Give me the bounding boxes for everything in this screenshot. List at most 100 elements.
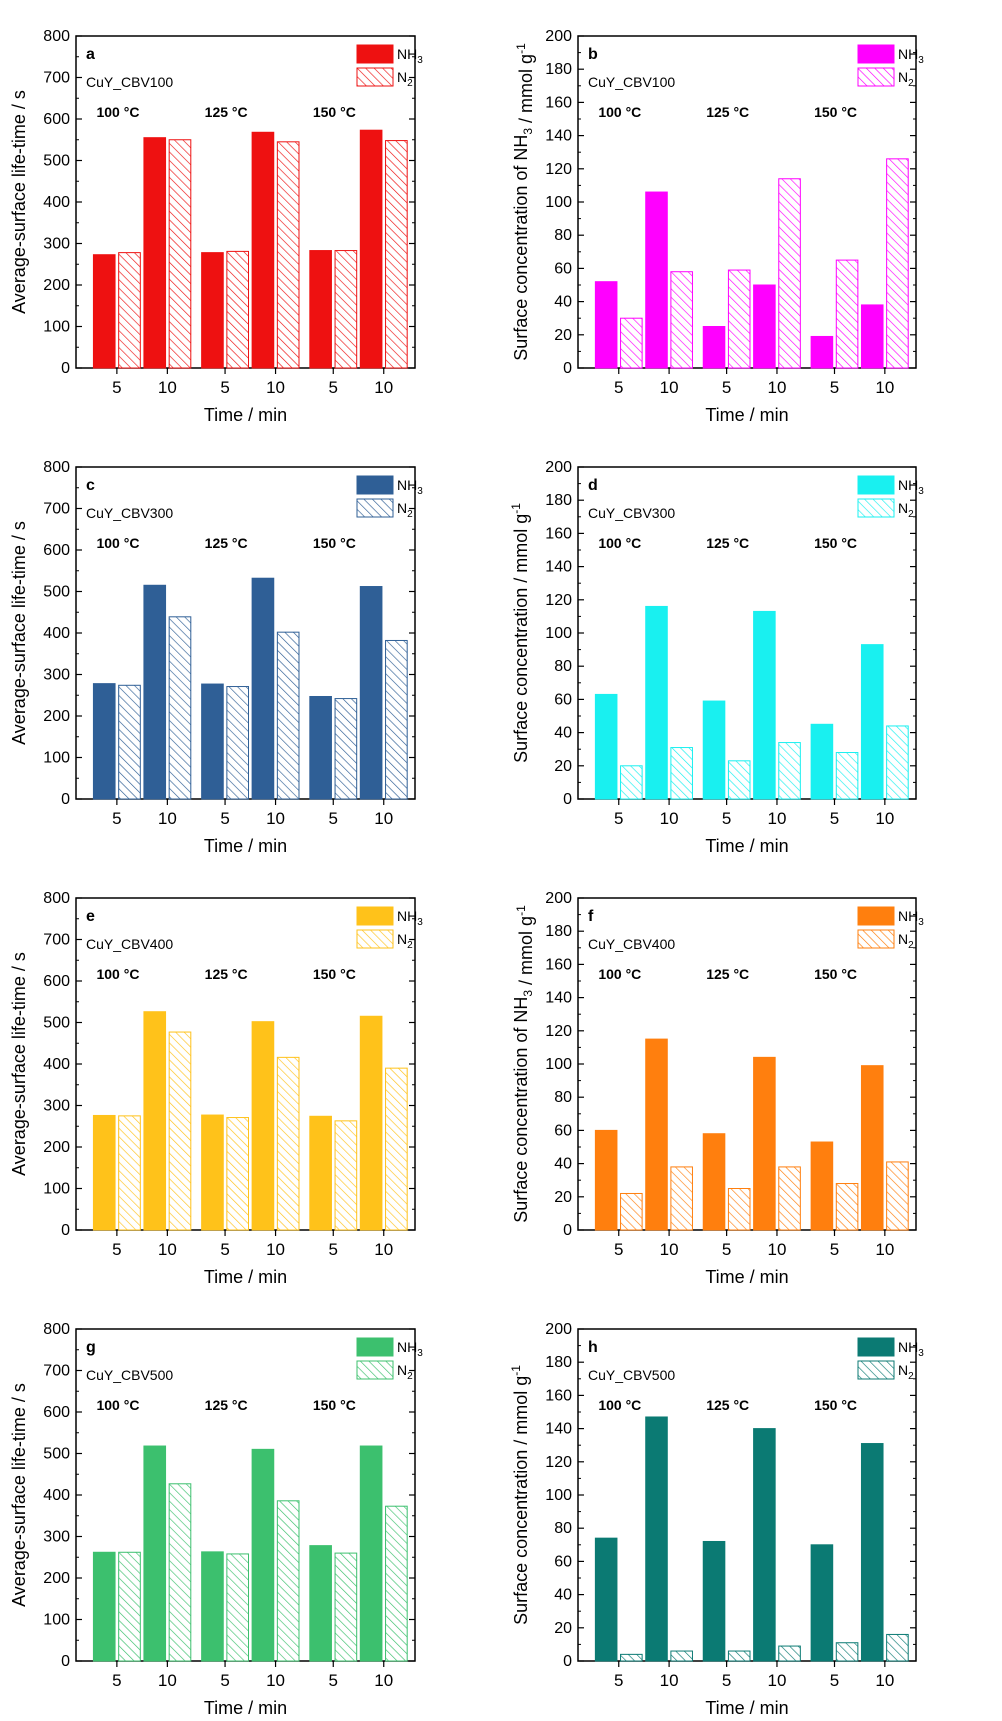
temperature-label: 125 °C	[706, 966, 749, 982]
legend-label-nh3-base: NH	[397, 1339, 417, 1355]
ylabel-part: g	[516, 916, 536, 926]
bar-n2	[168, 139, 192, 369]
bar-n2	[778, 742, 801, 800]
y-tick-label: 60	[554, 1553, 572, 1570]
x-tick-label: 10	[158, 1671, 177, 1690]
x-tick-label: 5	[220, 1671, 229, 1690]
y-tick-label: 800	[43, 1321, 70, 1338]
y-axis-label: Surface concentration of NH3 / mmol g-1	[511, 43, 536, 361]
temperature-label: 100 °C	[598, 535, 641, 551]
bar-n2	[620, 765, 643, 800]
temperature-label: 125 °C	[706, 1397, 749, 1413]
bar-nh3	[810, 1141, 834, 1231]
temperature-label: 150 °C	[313, 535, 356, 551]
sample-label: CuY_CBV400	[86, 936, 173, 952]
ylabel-part: g	[516, 54, 536, 64]
x-axis-label: Time / min	[204, 836, 287, 856]
y-tick-label: 0	[563, 1653, 572, 1670]
legend-swatch-n2	[356, 929, 394, 949]
bar-n2	[670, 1650, 693, 1662]
y-tick-label: 180	[545, 492, 572, 509]
y-tick-label: 140	[545, 990, 572, 1007]
bar-nh3	[860, 644, 884, 800]
bar-nh3	[92, 254, 116, 369]
legend-label-n2-subscript: 2	[407, 940, 413, 951]
bar-n2	[118, 1551, 141, 1662]
x-tick-label: 10	[374, 1671, 393, 1690]
y-tick-label: 20	[554, 1620, 572, 1637]
bar-n2	[118, 252, 141, 369]
x-tick-label: 10	[266, 1671, 285, 1690]
legend-label-n2-base: N	[898, 931, 908, 947]
panel-a: 0 100 200 300 400 500 600 700 800 5 10 5 10 5 10 100 °C…	[9, 28, 423, 425]
y-tick-label: 120	[545, 592, 572, 609]
bar-n2	[835, 259, 859, 369]
y-tick-label: 400	[43, 1487, 70, 1504]
bar-n2	[727, 760, 751, 800]
x-tick-label: 10	[158, 809, 177, 828]
y-tick-label: 800	[43, 459, 70, 476]
x-tick-label: 10	[875, 1671, 894, 1690]
x-tick-label: 5	[614, 1240, 623, 1259]
y-tick-label: 400	[43, 1056, 70, 1073]
y-tick-label: 140	[545, 128, 572, 145]
y-tick-label: 300	[43, 236, 70, 253]
y-tick-label: 0	[563, 1222, 572, 1239]
temperature-label: 150 °C	[313, 104, 356, 120]
legend-label-n2-subscript: 2	[908, 940, 914, 951]
legend-swatch-n2	[356, 498, 394, 518]
x-tick-label: 10	[660, 1240, 679, 1259]
legend-label-n2-base: N	[898, 1362, 908, 1378]
legend-label-n2: N2	[898, 500, 914, 520]
y-tick-label: 800	[43, 28, 70, 45]
legend-label-nh3: NH3	[397, 477, 423, 497]
bar-nh3	[201, 683, 224, 800]
y-tick-label: 100	[43, 1181, 70, 1198]
bar-n2	[835, 1642, 859, 1662]
x-axis-label: Time / min	[705, 836, 788, 856]
legend-label-nh3-base: NH	[898, 1339, 918, 1355]
legend-label-nh3: NH3	[397, 1339, 423, 1359]
y-tick-label: 500	[43, 1446, 70, 1463]
y-tick-label: 300	[43, 1098, 70, 1115]
ylabel-part: NH	[511, 997, 531, 1023]
legend-label-nh3-base: NH	[898, 46, 918, 62]
temperature-label: 100 °C	[96, 966, 139, 982]
bar-nh3	[810, 723, 834, 800]
bar-n2	[334, 698, 358, 800]
bar-n2	[276, 1500, 300, 1662]
bar-n2	[835, 752, 859, 800]
legend-label-n2-subscript: 2	[407, 509, 413, 520]
x-tick-label: 5	[112, 1671, 121, 1690]
bar-n2	[886, 158, 909, 369]
x-tick-label: 10	[660, 378, 679, 397]
x-tick-label: 5	[830, 1671, 839, 1690]
legend-label-n2-base: N	[898, 69, 908, 85]
y-tick-label: 180	[545, 923, 572, 940]
x-tick-label: 5	[830, 378, 839, 397]
legend-label-nh3: NH3	[898, 477, 924, 497]
x-tick-label: 10	[266, 809, 285, 828]
bar-nh3	[143, 137, 167, 369]
x-axis-label: Time / min	[705, 405, 788, 425]
x-tick-label: 10	[875, 1240, 894, 1259]
bar-nh3	[359, 1445, 383, 1662]
x-tick-label: 5	[329, 1671, 338, 1690]
temperature-label: 100 °C	[598, 966, 641, 982]
bar-nh3	[251, 131, 275, 369]
x-tick-label: 5	[329, 1240, 338, 1259]
y-tick-label: 800	[43, 890, 70, 907]
bar-n2	[226, 1553, 250, 1662]
legend-label-nh3-base: NH	[397, 908, 417, 924]
panel-f: 0 20 40 60 80 100 120 140 160 180 200 5 10 5 10 5 10 100 …	[511, 890, 924, 1287]
y-axis-label: Surface concentration / mmol g-1	[509, 1365, 531, 1625]
x-tick-label: 5	[614, 809, 623, 828]
panel-g: 0 100 200 300 400 500 600 700 800 5 10 5 10 5 10 100 °C…	[9, 1321, 423, 1718]
temperature-label: 125 °C	[205, 966, 248, 982]
bar-nh3	[201, 1114, 224, 1231]
ylabel-part: Surface concentration / mmol	[511, 1386, 531, 1625]
temperature-label: 150 °C	[814, 104, 857, 120]
y-tick-label: 20	[554, 758, 572, 775]
x-tick-label: 10	[266, 378, 285, 397]
